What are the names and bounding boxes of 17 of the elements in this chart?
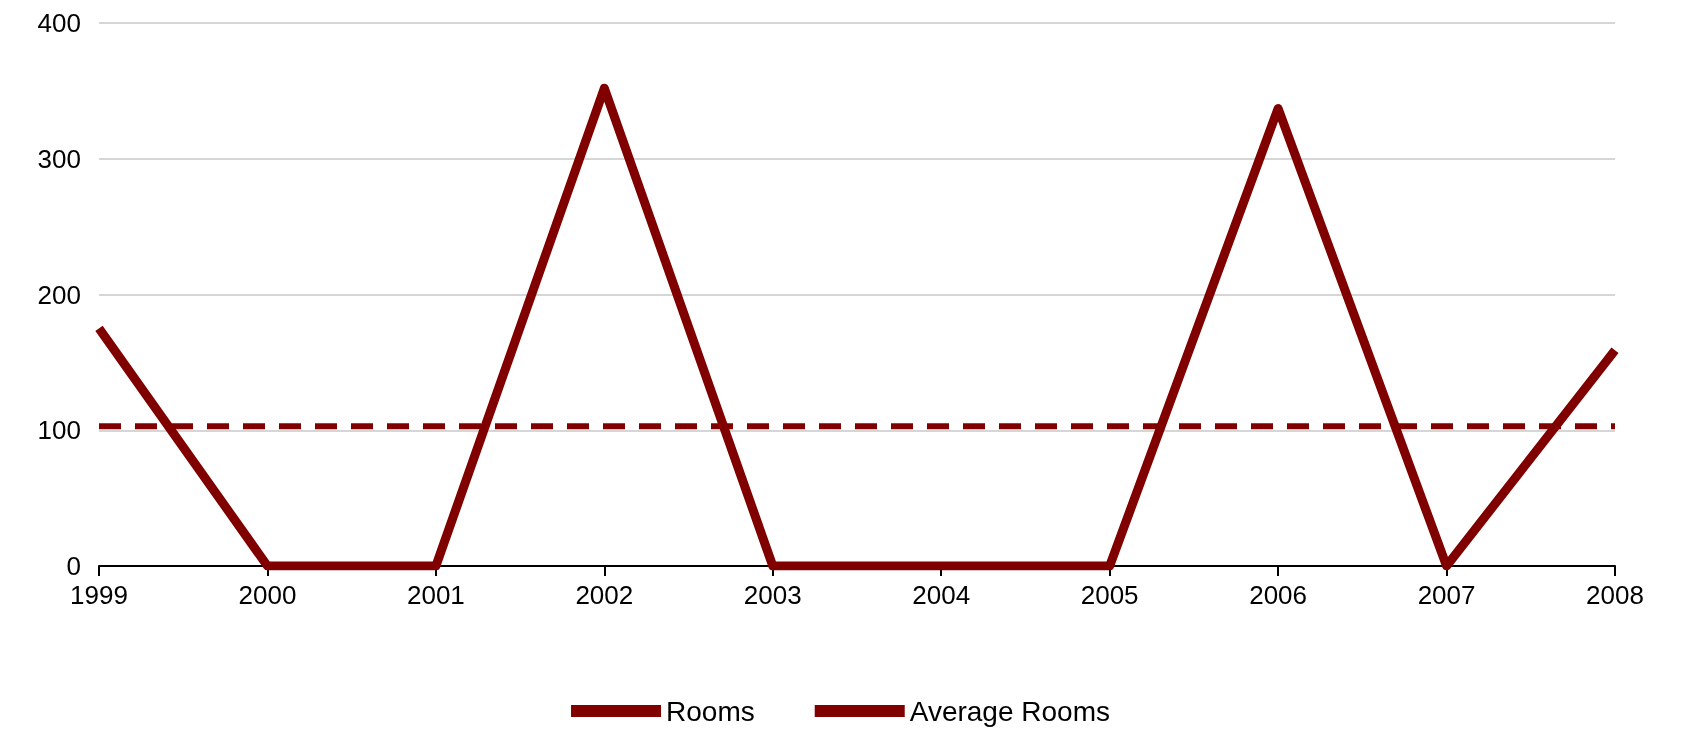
legend-label: Average Rooms (909, 695, 1110, 727)
x-tick-label: 2005 (1080, 580, 1139, 610)
legend-label: Rooms (666, 695, 755, 727)
x-tick-label: 2008 (1586, 580, 1644, 610)
y-tick-label: 300 (37, 143, 81, 174)
x-tick-label: 2004 (912, 580, 971, 610)
y-tick-label: 400 (37, 8, 81, 38)
y-tick-label: 0 (66, 551, 81, 581)
x-tick-label: 2007 (1417, 580, 1476, 610)
y-tick-label: 200 (37, 279, 81, 310)
x-tick-label: 2006 (1249, 580, 1308, 610)
x-tick-label: 2000 (238, 580, 297, 610)
x-tick-label: 2001 (406, 580, 465, 610)
y-tick-label: 100 (37, 415, 81, 446)
x-tick-label: 2002 (575, 580, 634, 610)
x-tick-label: 2003 (743, 580, 802, 610)
x-tick-label: 1999 (70, 580, 128, 610)
